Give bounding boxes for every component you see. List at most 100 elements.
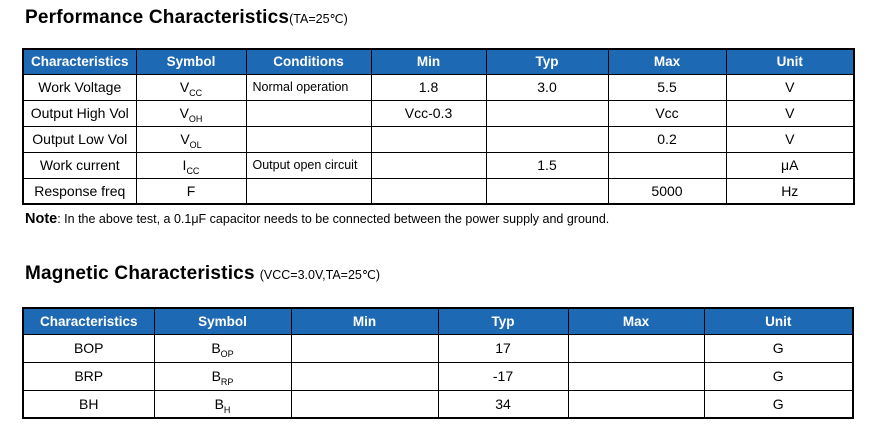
table-row-work-current: Work current ICC Output open circuit 1.5… bbox=[22, 151, 855, 179]
cell-min bbox=[370, 125, 487, 153]
cell-typ bbox=[485, 125, 609, 153]
cell-unit: Hz bbox=[725, 177, 855, 205]
cell-conditions bbox=[245, 99, 372, 127]
cell-symbol: VOL bbox=[135, 125, 247, 153]
column-header-min: Min bbox=[290, 307, 439, 335]
symbol-subscript: OL bbox=[189, 139, 202, 150]
column-header-characteristics: Characteristics bbox=[22, 307, 155, 335]
symbol-subscript: OH bbox=[188, 113, 203, 124]
cell-max bbox=[567, 389, 705, 419]
cell-min: Vcc-0.3 bbox=[370, 99, 487, 127]
performance-title-text: Performance Characteristics bbox=[25, 7, 290, 28]
column-header-unit: Unit bbox=[703, 307, 854, 335]
cell-symbol: BRP bbox=[153, 361, 292, 391]
cell-min bbox=[370, 177, 487, 205]
cell-conditions: Output open circuit bbox=[245, 151, 372, 179]
cell-max: 5000 bbox=[607, 177, 727, 205]
performance-section-title: Performance Characteristics(TA=25℃) bbox=[25, 7, 348, 29]
magnetic-title-condition: (VCC=3.0V,TA=25℃) bbox=[259, 268, 381, 282]
cell-characteristics: Output Low Vol bbox=[22, 125, 137, 153]
cell-unit: V bbox=[725, 99, 855, 127]
cell-symbol: F bbox=[135, 177, 247, 205]
cell-min bbox=[370, 151, 487, 179]
cell-unit: G bbox=[703, 333, 854, 363]
table-row-work-voltage: Work Voltage VCC Normal operation 1.8 3.… bbox=[22, 73, 855, 101]
cell-conditions bbox=[245, 177, 372, 205]
cell-max bbox=[607, 151, 727, 179]
column-header-unit: Unit bbox=[725, 48, 855, 75]
cell-symbol: BOP bbox=[153, 333, 292, 363]
symbol-subscript: CC bbox=[189, 87, 203, 98]
cell-characteristics: Work current bbox=[22, 151, 137, 179]
cell-max: Vcc bbox=[607, 99, 727, 127]
cell-characteristics: Work Voltage bbox=[22, 73, 137, 101]
symbol-base: B bbox=[214, 395, 224, 412]
table-row-output-low-vol: Output Low Vol VOL 0.2 V bbox=[22, 125, 855, 153]
table-row-output-high-vol: Output High Vol VOH Vcc-0.3 Vcc V bbox=[22, 99, 855, 127]
column-header-max: Max bbox=[607, 48, 727, 75]
cell-typ bbox=[485, 177, 609, 205]
column-header-characteristics: Characteristics bbox=[22, 48, 137, 75]
magnetic-title-text: Magnetic Characteristics bbox=[25, 263, 255, 284]
cell-max bbox=[567, 361, 705, 391]
column-header-symbol: Symbol bbox=[135, 48, 247, 75]
cell-typ: 3.0 bbox=[485, 73, 609, 101]
cell-max: 5.5 bbox=[607, 73, 727, 101]
column-header-symbol: Symbol bbox=[153, 307, 292, 335]
performance-header-row: Characteristics Symbol Conditions Min Ty… bbox=[22, 48, 855, 75]
cell-unit: V bbox=[725, 125, 855, 153]
magnetic-header-row: Characteristics Symbol Min Typ Max Unit bbox=[22, 307, 854, 335]
cell-unit: V bbox=[725, 73, 855, 101]
cell-characteristics: Output High Vol bbox=[22, 99, 137, 127]
cell-symbol: VCC bbox=[135, 73, 247, 101]
cell-characteristics: Response freq bbox=[22, 177, 137, 205]
table-row-bop: BOP BOP 17 G bbox=[22, 333, 854, 363]
symbol-base: I bbox=[182, 157, 187, 173]
symbol-subscript: RP bbox=[220, 376, 234, 387]
symbol-base: V bbox=[180, 131, 190, 147]
cell-characteristics: BRP bbox=[22, 361, 155, 391]
cell-min bbox=[290, 389, 439, 419]
table-row-response-freq: Response freq F 5000 Hz bbox=[22, 177, 855, 205]
cell-min bbox=[290, 361, 439, 391]
cell-typ: 1.5 bbox=[485, 151, 609, 179]
symbol-base: B bbox=[211, 340, 221, 356]
cell-unit: μA bbox=[725, 151, 855, 179]
cell-typ: 17 bbox=[437, 333, 569, 363]
cell-conditions bbox=[245, 125, 372, 153]
cell-typ bbox=[485, 99, 609, 127]
cell-unit: G bbox=[703, 361, 854, 391]
note-body: : In the above test, a 0.1μF capacitor n… bbox=[57, 212, 610, 226]
symbol-subscript: CC bbox=[186, 165, 200, 176]
cell-max bbox=[567, 333, 705, 363]
column-header-max: Max bbox=[567, 307, 705, 335]
table-row-bh: BH BH 34 G bbox=[22, 389, 854, 419]
performance-title-condition: (TA=25℃) bbox=[289, 12, 348, 26]
note-label: Note bbox=[25, 211, 58, 227]
cell-characteristics: BOP bbox=[22, 333, 155, 363]
column-header-conditions: Conditions bbox=[245, 48, 372, 75]
cell-symbol: VOH bbox=[135, 99, 247, 127]
cell-characteristics: BH bbox=[22, 389, 155, 419]
symbol-base: B bbox=[211, 368, 221, 384]
cell-symbol: BH bbox=[153, 389, 292, 419]
magnetic-table: Characteristics Symbol Min Typ Max Unit … bbox=[22, 307, 854, 419]
cell-unit: G bbox=[703, 389, 854, 419]
magnetic-section-title: Magnetic Characteristics (VCC=3.0V,TA=25℃… bbox=[25, 263, 380, 285]
column-header-typ: Typ bbox=[437, 307, 569, 335]
note-text: Note: In the above test, a 0.1μF capacit… bbox=[25, 211, 609, 227]
symbol-subscript: H bbox=[223, 404, 231, 415]
symbol-base: V bbox=[179, 105, 189, 121]
performance-table: Characteristics Symbol Conditions Min Ty… bbox=[22, 48, 855, 205]
table-row-brp: BRP BRP -17 G bbox=[22, 361, 854, 391]
cell-min bbox=[290, 333, 439, 363]
cell-symbol: ICC bbox=[135, 151, 247, 179]
cell-typ: -17 bbox=[437, 361, 569, 391]
symbol-subscript: OP bbox=[220, 348, 234, 359]
column-header-typ: Typ bbox=[485, 48, 609, 75]
cell-min: 1.8 bbox=[370, 73, 487, 101]
cell-conditions: Normal operation bbox=[245, 73, 372, 101]
symbol-base: V bbox=[179, 79, 190, 95]
cell-max: 0.2 bbox=[607, 125, 727, 153]
